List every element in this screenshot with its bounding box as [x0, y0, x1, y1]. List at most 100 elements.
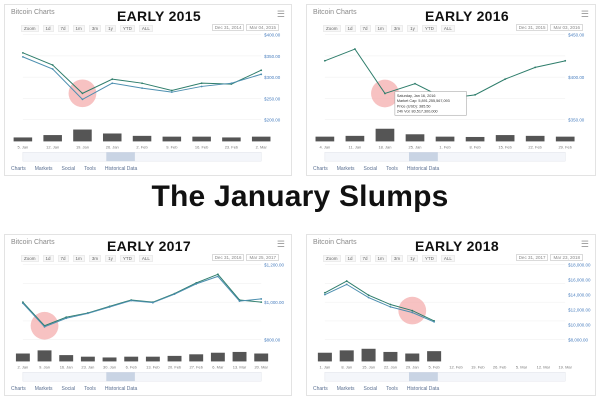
footer-historical-link[interactable]: Historical Data — [104, 386, 138, 392]
zoom-7d-button[interactable]: 7d — [57, 25, 69, 32]
footer-charts-link[interactable]: Charts — [313, 386, 328, 392]
navigator-track — [22, 152, 262, 162]
x-tick-label: 22. Jan — [384, 364, 397, 369]
zoom-all-button[interactable]: ALL — [440, 25, 455, 32]
price-chart[interactable]: $1,200.00 $1,000.00 $800.00 2. Jan 9. Jan 16.… — [5, 235, 291, 395]
footer-tools-link[interactable]: Tools — [84, 386, 96, 392]
data-point — [367, 296, 370, 299]
zoom-3m-button[interactable]: 3m — [390, 25, 404, 32]
zoom-1d-button[interactable]: 1d — [344, 255, 356, 262]
date-from-input[interactable]: Dec 31, 2017 — [515, 254, 549, 261]
chart-panel-2017: Bitcoin Charts EARLY 2017 ☰ Zoom 1d 7d 1m 3m… — [4, 234, 292, 396]
x-tick-label: 12. Mar — [537, 364, 551, 369]
footer-links: Charts Markets Social Tools Historical Data — [313, 386, 448, 392]
footer-tools-link[interactable]: Tools — [386, 166, 398, 172]
date-to-input[interactable]: Mar 03, 2016 — [550, 24, 583, 31]
date-from-input[interactable]: Dec 31, 2014 — [211, 24, 245, 31]
date-from-input[interactable]: Dec 31, 2016 — [211, 254, 245, 261]
data-point — [238, 300, 241, 302]
footer-charts-link[interactable]: Charts — [313, 166, 328, 172]
zoom-7d-button[interactable]: 7d — [359, 25, 371, 32]
zoom-1m-button[interactable]: 1m — [374, 255, 387, 262]
footer-markets-link[interactable]: Markets — [336, 166, 355, 172]
volume-bar — [525, 135, 545, 142]
footer-historical-link[interactable]: Historical Data — [104, 166, 138, 172]
x-tick-label: 8. Jan — [341, 364, 352, 369]
footer-tools-link[interactable]: Tools — [386, 386, 398, 392]
footer-social-link[interactable]: Social — [363, 386, 378, 392]
x-tick-label: 2. Mar — [256, 144, 268, 149]
zoom-label: Zoom — [21, 255, 39, 262]
footer-links: Charts Markets Social Tools Historical Data — [11, 166, 146, 172]
price-series-line — [22, 275, 262, 328]
footer-charts-link[interactable]: Charts — [11, 386, 26, 392]
zoom-1m-button[interactable]: 1m — [374, 25, 387, 32]
footer-historical-link[interactable]: Historical Data — [406, 166, 440, 172]
price-series-line — [22, 56, 262, 101]
footer-historical-link[interactable]: Historical Data — [406, 386, 440, 392]
y-tick-label: $300.00 — [264, 75, 281, 80]
footer-markets-link[interactable]: Markets — [336, 386, 355, 392]
zoom-1y-button[interactable]: 1y — [407, 25, 418, 32]
tooltip-line: Price (USD): 385.50 — [397, 104, 431, 108]
date-to-input[interactable]: Mar 04, 2015 — [246, 24, 279, 31]
zoom-label: Zoom — [323, 25, 341, 32]
footer-social-link[interactable]: Social — [61, 166, 76, 172]
menu-icon[interactable]: ☰ — [276, 9, 285, 19]
zoom-1d-button[interactable]: 1d — [42, 255, 54, 262]
zoom-3m-button[interactable]: 3m — [390, 255, 404, 262]
menu-icon[interactable]: ☰ — [580, 239, 589, 249]
zoom-ytd-button[interactable]: YTD — [119, 255, 135, 262]
data-point — [81, 92, 84, 95]
y-tick-label: $350.00 — [264, 54, 281, 59]
volume-bar — [315, 136, 335, 142]
x-tick-label: 27. Feb — [189, 364, 203, 369]
data-point — [21, 51, 24, 54]
price-chart[interactable]: $450.00 $400.00 $350.00 4. Jan 11. Jan 18. Ja… — [307, 5, 595, 175]
volume-bar — [375, 128, 395, 142]
footer-tools-link[interactable]: Tools — [84, 166, 96, 172]
zoom-1y-button[interactable]: 1y — [407, 255, 418, 262]
headline: The January Slumps — [151, 180, 449, 213]
footer-markets-link[interactable]: Markets — [34, 386, 53, 392]
menu-icon[interactable]: ☰ — [580, 9, 589, 19]
navigator-window — [408, 152, 438, 162]
menu-icon[interactable]: ☰ — [276, 239, 285, 249]
zoom-ytd-button[interactable]: YTD — [421, 255, 437, 262]
zoom-ytd-button[interactable]: YTD — [421, 25, 437, 32]
footer-charts-link[interactable]: Charts — [11, 166, 26, 172]
data-point — [323, 59, 326, 62]
zoom-7d-button[interactable]: 7d — [57, 255, 69, 262]
price-chart[interactable]: $400.00 $350.00 $300.00 $250.00 $200.00 5. Ja… — [5, 5, 291, 175]
data-point — [474, 93, 476, 96]
navigator-window — [106, 372, 135, 382]
date-to-input[interactable]: Mar 25, 2017 — [246, 254, 279, 261]
zoom-all-button[interactable]: ALL — [440, 255, 455, 262]
x-tick-label: 18. Jan — [378, 144, 391, 149]
zoom-all-button[interactable]: ALL — [138, 255, 153, 262]
zoom-ytd-button[interactable]: YTD — [119, 25, 135, 32]
zoom-1y-button[interactable]: 1y — [105, 255, 116, 262]
y-tick-label: $14,000.00 — [568, 293, 591, 298]
zoom-3m-button[interactable]: 3m — [88, 255, 102, 262]
x-tick-label: 1. Jan — [319, 364, 330, 369]
zoom-3m-button[interactable]: 3m — [88, 25, 102, 32]
chart-panel-2018: Bitcoin Charts EARLY 2018 ☰ Zoom 1d 7d 1m 3m… — [306, 234, 596, 396]
volume-bar — [555, 136, 575, 142]
zoom-1d-button[interactable]: 1d — [42, 25, 54, 32]
price-chart[interactable]: $18,000.00 $16,000.00 $14,000.00 $12,000.00… — [307, 235, 595, 395]
zoom-1y-button[interactable]: 1y — [105, 25, 116, 32]
zoom-all-button[interactable]: ALL — [138, 25, 153, 32]
footer-social-link[interactable]: Social — [61, 386, 76, 392]
footer-social-link[interactable]: Social — [363, 166, 378, 172]
zoom-row: Zoom 1d 7d 1m 3m 1y YTD ALL — [21, 25, 157, 32]
zoom-7d-button[interactable]: 7d — [359, 255, 371, 262]
zoom-1m-button[interactable]: 1m — [72, 25, 85, 32]
zoom-1m-button[interactable]: 1m — [72, 255, 85, 262]
footer-markets-link[interactable]: Markets — [34, 166, 53, 172]
date-from-input[interactable]: Dec 31, 2015 — [515, 24, 549, 31]
zoom-1d-button[interactable]: 1d — [344, 25, 356, 32]
x-tick-label: 9. Jan — [39, 364, 50, 369]
footer-links: Charts Markets Social Tools Historical Data — [313, 166, 448, 172]
date-to-input[interactable]: Mar 23, 2018 — [550, 254, 583, 261]
